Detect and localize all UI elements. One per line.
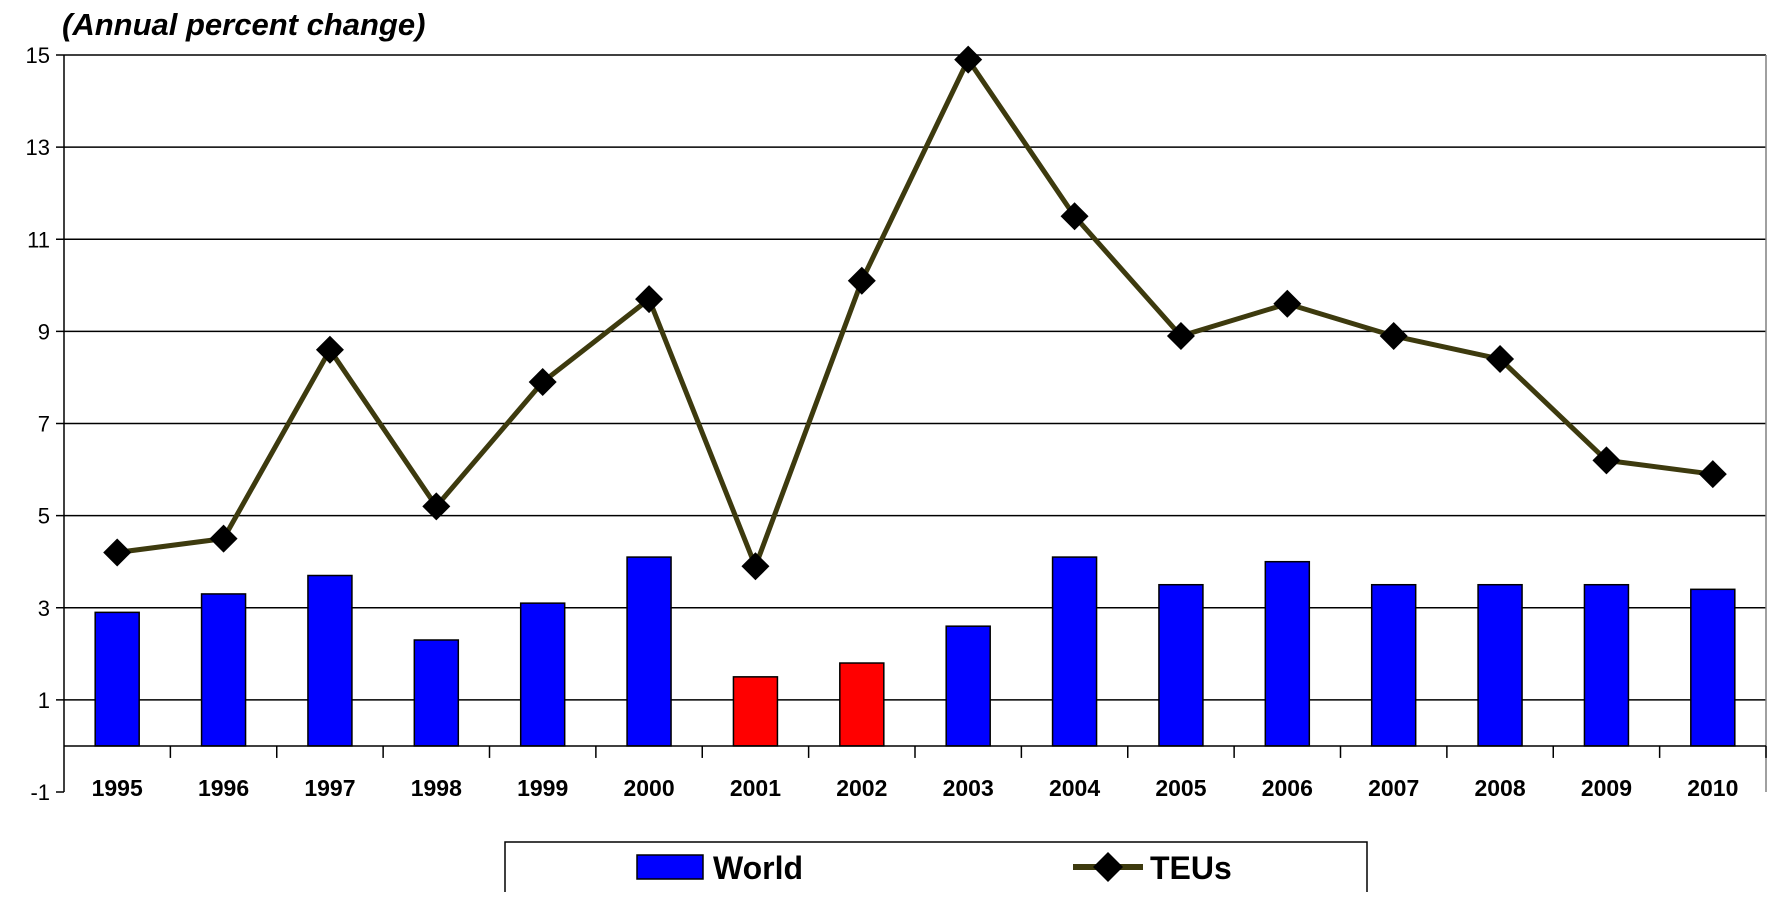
- y-tick-label: 1: [38, 688, 50, 713]
- x-tick-label-2006: 2006: [1262, 775, 1313, 801]
- marker-teus-2010: [1698, 460, 1727, 489]
- bar-world-1999: [519, 602, 566, 747]
- marker-teus-2008: [1486, 345, 1515, 374]
- marker-teus-1997: [315, 335, 344, 364]
- line-teus: [116, 57, 1714, 569]
- legend-marker-teus: [1093, 852, 1123, 882]
- chart-subtitle: (Annual percent change): [62, 7, 425, 42]
- marker-teus-1998: [422, 492, 451, 521]
- bar-world-2005: [1158, 583, 1204, 747]
- x-tick-label-2001: 2001: [730, 775, 781, 801]
- line-layer: [103, 45, 1727, 581]
- x-tick-label-2009: 2009: [1581, 775, 1632, 801]
- marker-teus-1995: [103, 538, 132, 567]
- bar-world-2004: [1051, 556, 1098, 747]
- y-tick-label: 3: [38, 596, 50, 621]
- x-tick-label-1998: 1998: [411, 775, 462, 801]
- y-tick-label: 7: [38, 412, 50, 437]
- marker-teus-2003: [954, 45, 983, 74]
- y-tick-label: 13: [26, 135, 50, 160]
- bar-world-2006: [1264, 560, 1311, 747]
- y-tick-label: -1: [30, 780, 50, 805]
- bar-world-2008: [1477, 583, 1523, 747]
- marker-teus-1996: [209, 524, 238, 553]
- y-tick-label: 5: [38, 504, 50, 529]
- bar-world-1997: [307, 574, 353, 747]
- marker-teus-2005: [1166, 321, 1195, 350]
- marker-teus-2009: [1592, 446, 1621, 475]
- x-tick-label-2010: 2010: [1687, 775, 1738, 801]
- y-tick-label: 11: [27, 227, 50, 252]
- x-tick-label-1995: 1995: [92, 775, 143, 801]
- bar-world-2002: [839, 662, 885, 747]
- y-tick-label: 15: [26, 43, 50, 68]
- x-tick-label-2007: 2007: [1368, 775, 1419, 801]
- y-tick-label: 9: [38, 319, 50, 344]
- bars-layer: [94, 556, 1736, 747]
- bar-world-1995: [94, 611, 140, 747]
- x-tick-label-1999: 1999: [517, 775, 568, 801]
- bar-world-1998: [413, 639, 460, 747]
- x-tick-label-2008: 2008: [1474, 775, 1525, 801]
- marker-teus-2006: [1273, 289, 1302, 318]
- bar-world-2001: [732, 676, 779, 747]
- marker-teus-1999: [528, 368, 557, 397]
- x-tick-label-2003: 2003: [943, 775, 994, 801]
- legend: World TEUs: [504, 841, 1368, 897]
- x-tick-label-2002: 2002: [836, 775, 887, 801]
- x-tick-label-2004: 2004: [1049, 775, 1100, 801]
- legend-label-teus: TEUs: [1150, 850, 1232, 886]
- bar-world-2009: [1583, 583, 1630, 747]
- marker-teus-2002: [847, 266, 876, 295]
- bar-world-2000: [626, 556, 672, 747]
- bar-world-1996: [200, 593, 247, 747]
- bar-world-2007: [1370, 583, 1417, 747]
- legend-swatch-world: [636, 854, 704, 880]
- marker-teus-2001: [741, 552, 770, 581]
- marker-teus-2004: [1060, 202, 1089, 231]
- bar-world-2010: [1690, 588, 1736, 747]
- marker-teus-2000: [635, 285, 664, 314]
- legend-box: [504, 841, 1368, 897]
- x-tick-label-2000: 2000: [623, 775, 674, 801]
- bar-world-2003: [945, 625, 991, 747]
- x-tick-label-2005: 2005: [1155, 775, 1206, 801]
- x-tick-label-1996: 1996: [198, 775, 249, 801]
- marker-teus-2007: [1379, 321, 1408, 350]
- x-tick-label-1997: 1997: [304, 775, 355, 801]
- legend-label-world: World: [713, 850, 803, 886]
